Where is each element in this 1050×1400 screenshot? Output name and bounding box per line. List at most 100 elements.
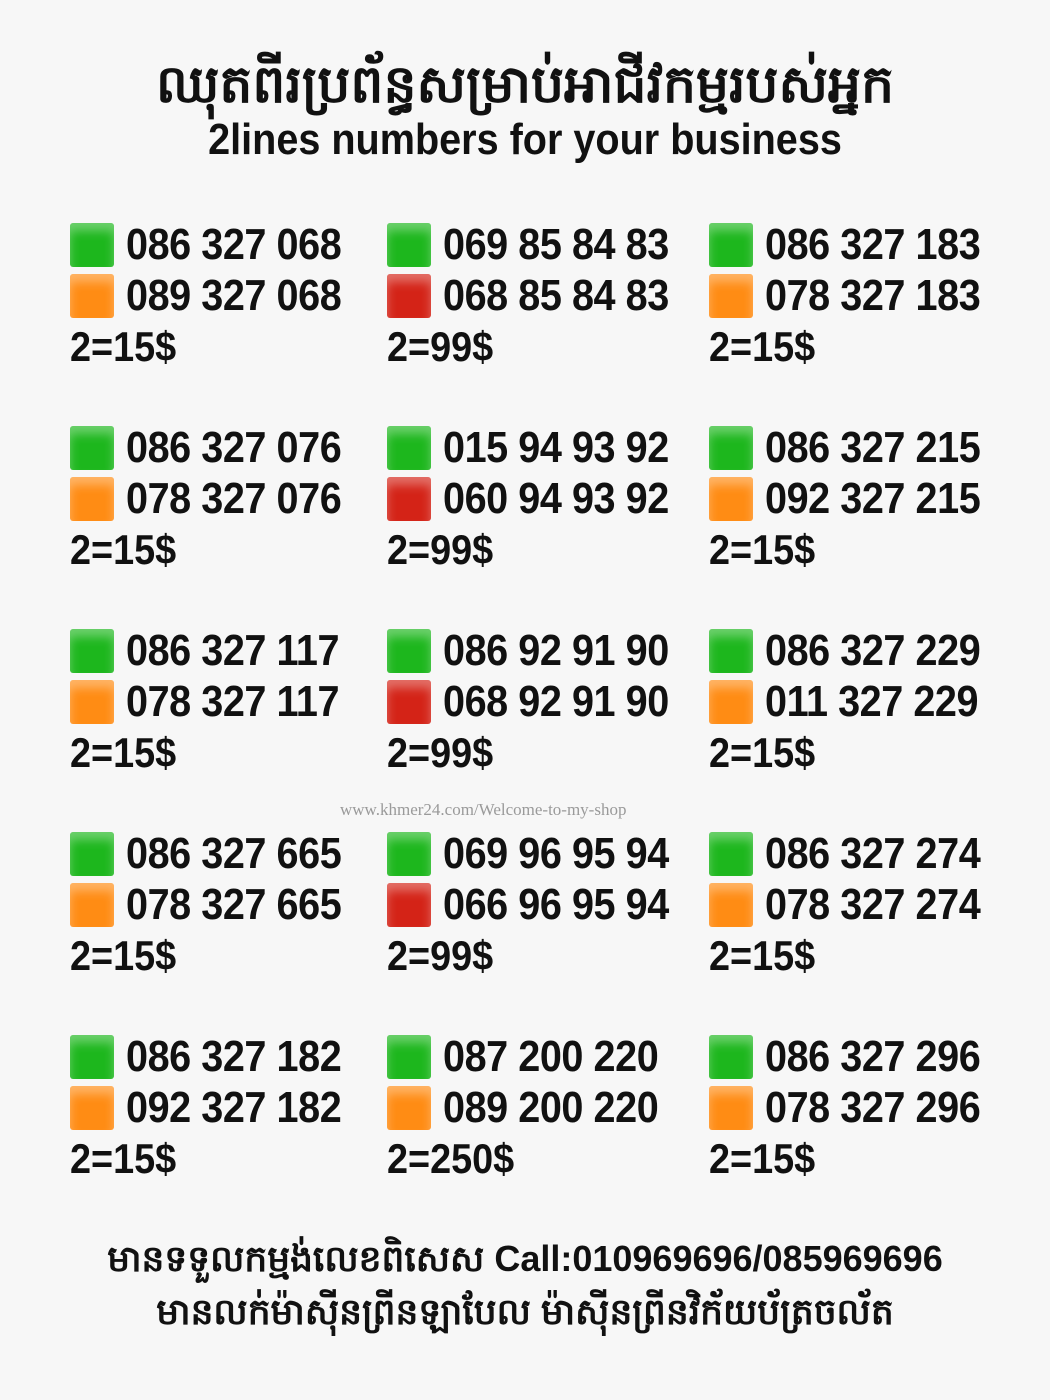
orange-square-icon (70, 679, 114, 724)
phone-number: 086 327 229 (765, 625, 981, 675)
phone-line: 069 85 84 83 (387, 219, 709, 270)
phone-number: 086 327 117 (126, 625, 340, 675)
phone-line: 086 327 183 (709, 219, 1050, 270)
offer-card: 086 92 91 90 068 92 91 90 2=99$ (387, 625, 709, 778)
green-square-icon (70, 222, 114, 267)
green-square-icon (709, 1034, 753, 1079)
orange-square-icon (709, 1085, 753, 1130)
offer-grid: 086 327 068 089 327 068 2=15$ 069 85 84 83 0… (0, 219, 1050, 1184)
orange-square-icon (70, 882, 114, 927)
phone-line: 086 327 665 (70, 828, 387, 879)
phone-number: 078 327 117 (126, 676, 340, 726)
phone-line: 087 200 220 (387, 1031, 709, 1082)
green-square-icon (70, 831, 114, 876)
offer-card: 086 327 068 089 327 068 2=15$ (70, 219, 387, 372)
red-square-icon (387, 679, 431, 724)
price-label: 2=15$ (709, 1135, 816, 1182)
offer-grid-wrapper: 086 327 068 089 327 068 2=15$ 069 85 84 83 0… (0, 219, 1050, 1184)
green-square-icon (70, 628, 114, 673)
price-label: 2=15$ (70, 729, 177, 776)
phone-line: 086 327 068 (70, 219, 387, 270)
green-square-icon (387, 222, 431, 267)
green-square-icon (709, 222, 753, 267)
phone-number: 068 85 84 83 (443, 270, 669, 320)
phone-number: 086 327 296 (765, 1031, 981, 1081)
price-label: 2=99$ (387, 323, 494, 370)
offer-card: 086 327 182 092 327 182 2=15$ (70, 1031, 387, 1184)
title-khmer: ឈុតពីរប្រព័ន្ធសម្រាប់អាជីវកម្មរបស់អ្នក (155, 56, 895, 114)
footer-contact: មានទទួលកម្មង់លេខពិសេស Call:010969696/085… (107, 1238, 943, 1279)
price-label: 2=99$ (387, 932, 494, 979)
footer: មានទទួលកម្មង់លេខពិសេស Call:010969696/085… (0, 1232, 1050, 1338)
phone-number: 092 327 215 (765, 473, 981, 523)
phone-line: 015 94 93 92 (387, 422, 709, 473)
phone-number: 087 200 220 (443, 1031, 659, 1081)
green-square-icon (709, 831, 753, 876)
phone-line: 011 327 229 (709, 676, 1050, 727)
orange-square-icon (70, 476, 114, 521)
watermark: www.khmer24.com/Welcome-to-my-shop (340, 800, 627, 819)
phone-number: 078 327 183 (765, 270, 981, 320)
phone-line: 078 327 117 (70, 676, 387, 727)
phone-line: 089 200 220 (387, 1082, 709, 1133)
green-square-icon (387, 831, 431, 876)
phone-line: 092 327 182 (70, 1082, 387, 1133)
price-label: 2=15$ (709, 932, 816, 979)
offer-card: 069 85 84 83 068 85 84 83 2=99$ (387, 219, 709, 372)
red-square-icon (387, 882, 431, 927)
phone-number: 066 96 95 94 (443, 879, 669, 929)
phone-line: 068 92 91 90 (387, 676, 709, 727)
phone-line: 089 327 068 (70, 270, 387, 321)
phone-number: 011 327 229 (765, 676, 979, 726)
green-square-icon (387, 1034, 431, 1079)
orange-square-icon (70, 273, 114, 318)
header: ឈុតពីរប្រព័ន្ធសម្រាប់អាជីវកម្មរបស់អ្នក 2… (0, 0, 1050, 165)
red-square-icon (387, 273, 431, 318)
price-label: 2=15$ (70, 1135, 177, 1182)
phone-number: 078 327 274 (765, 879, 981, 929)
green-square-icon (70, 425, 114, 470)
green-square-icon (70, 1034, 114, 1079)
phone-number: 089 327 068 (126, 270, 342, 320)
phone-number: 015 94 93 92 (443, 422, 669, 472)
phone-number: 092 327 182 (126, 1082, 342, 1132)
price-label: 2=250$ (387, 1135, 515, 1182)
phone-line: 086 327 182 (70, 1031, 387, 1082)
phone-line: 078 327 076 (70, 473, 387, 524)
offer-card: 069 96 95 94 066 96 95 94 2=99$ (387, 828, 709, 981)
phone-number: 069 85 84 83 (443, 219, 669, 269)
price-label: 2=15$ (709, 729, 816, 776)
offer-card: 086 327 215 092 327 215 2=15$ (709, 422, 1050, 575)
offer-card: 086 327 665 078 327 665 2=15$ (70, 828, 387, 981)
price-label: 2=99$ (387, 526, 494, 573)
phone-line: 086 327 229 (709, 625, 1050, 676)
phone-line: 078 327 296 (709, 1082, 1050, 1133)
price-label: 2=15$ (709, 526, 816, 573)
phone-line: 060 94 93 92 (387, 473, 709, 524)
phone-line: 078 327 183 (709, 270, 1050, 321)
phone-number: 078 327 296 (765, 1082, 981, 1132)
offer-card: 086 327 296 078 327 296 2=15$ (709, 1031, 1050, 1184)
red-square-icon (387, 476, 431, 521)
phone-number: 078 327 665 (126, 879, 342, 929)
phone-line: 066 96 95 94 (387, 879, 709, 930)
phone-line: 078 327 665 (70, 879, 387, 930)
offer-card: 086 327 076 078 327 076 2=15$ (70, 422, 387, 575)
phone-line: 086 327 274 (709, 828, 1050, 879)
price-label: 2=15$ (709, 323, 816, 370)
phone-line: 068 85 84 83 (387, 270, 709, 321)
phone-number: 086 92 91 90 (443, 625, 669, 675)
phone-line: 086 327 076 (70, 422, 387, 473)
phone-number: 068 92 91 90 (443, 676, 669, 726)
phone-number: 086 327 183 (765, 219, 981, 269)
phone-line: 069 96 95 94 (387, 828, 709, 879)
offer-card: 087 200 220 089 200 220 2=250$ (387, 1031, 709, 1184)
phone-line: 086 327 296 (709, 1031, 1050, 1082)
price-label: 2=15$ (70, 932, 177, 979)
footer-services: មានលក់ម៉ាស៊ីនព្រីនឡាបែល ម៉ាស៊ីនព្រីនវិក័… (156, 1291, 894, 1332)
green-square-icon (709, 425, 753, 470)
phone-line: 086 92 91 90 (387, 625, 709, 676)
phone-line: 086 327 215 (709, 422, 1050, 473)
orange-square-icon (709, 273, 753, 318)
offer-card: 086 327 117 078 327 117 2=15$ (70, 625, 387, 778)
